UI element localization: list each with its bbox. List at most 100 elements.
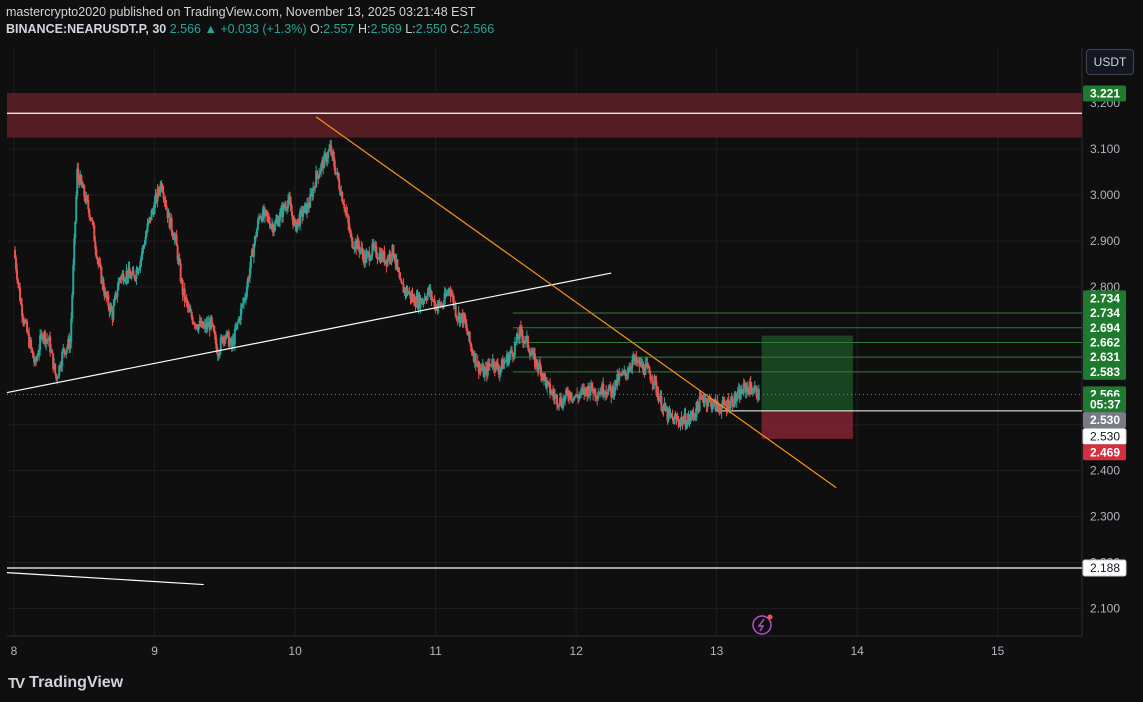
candle-body (16, 269, 19, 280)
candle-body (645, 363, 648, 365)
candle-body (481, 365, 484, 371)
candle-body (652, 383, 655, 385)
candle-body (415, 295, 418, 308)
candle-body (615, 380, 618, 386)
candle-body (31, 347, 34, 352)
candle-body (727, 399, 730, 410)
candle-body (34, 358, 37, 363)
candle-body (427, 287, 430, 293)
candle-body (577, 396, 580, 399)
candle-body (391, 244, 394, 259)
candle-body (692, 413, 695, 417)
candle-body (133, 275, 136, 279)
candle-body (349, 230, 352, 233)
candle-body (90, 218, 93, 221)
candle-body (302, 213, 305, 217)
candle-body (174, 234, 177, 237)
candle-body (403, 288, 406, 293)
candle-body (45, 338, 48, 344)
candle-body (36, 356, 39, 361)
candle-body (256, 220, 259, 230)
candle-body (263, 209, 266, 217)
candle-body (712, 400, 715, 407)
candle-body (422, 301, 425, 303)
candle-body (757, 388, 760, 401)
candle-body (180, 280, 183, 282)
candle-body (420, 298, 423, 304)
candle-body (463, 313, 466, 322)
candle-body (626, 373, 629, 377)
tradingview-footer: TV TradingView (8, 674, 123, 692)
candle-body (509, 349, 512, 354)
candle-body (512, 355, 515, 357)
candle-body (539, 366, 542, 377)
candle-body (602, 383, 605, 395)
candle-body (736, 391, 739, 399)
candle-body (208, 322, 211, 330)
candle-body (498, 370, 501, 375)
candle-body (238, 318, 241, 321)
candle-body (741, 393, 744, 395)
candle-body (398, 272, 401, 278)
price-label: 2.530 (1090, 413, 1120, 427)
candle-body (113, 298, 116, 306)
candle-body (339, 188, 342, 196)
candle-body (503, 361, 506, 363)
candle-body (514, 342, 517, 344)
candle-body (281, 208, 284, 217)
candle-body (695, 402, 698, 417)
candle-body (754, 386, 757, 388)
candle-body (642, 363, 645, 373)
candle-body (429, 291, 432, 295)
candle-body (689, 417, 692, 422)
candle-body (593, 388, 596, 394)
candle-body (322, 160, 325, 169)
candle-body (482, 365, 485, 378)
candle-body (553, 394, 556, 398)
candle-body (572, 398, 575, 400)
candle-body (521, 336, 524, 342)
candle-body (370, 255, 373, 260)
candle-body (611, 386, 614, 398)
candle-body (219, 337, 222, 352)
candle-body (230, 338, 233, 347)
candle-body (71, 294, 74, 319)
candle-body (56, 378, 59, 380)
currency-button[interactable]: USDT (1086, 49, 1134, 75)
candle-body (637, 359, 640, 362)
candle-body (624, 370, 627, 375)
candle-body (711, 406, 714, 410)
candle-body (335, 172, 338, 174)
candle-body (635, 356, 638, 363)
candle-body (49, 336, 52, 353)
candle-body (310, 192, 313, 195)
candle-body (434, 304, 437, 309)
candle-body (583, 388, 586, 395)
candle-body (186, 301, 189, 308)
candle-body (244, 296, 247, 299)
candle-body (667, 409, 670, 421)
candle-body (168, 212, 171, 228)
lower-trendline (6, 572, 204, 586)
candle-body (585, 387, 588, 391)
candle-body (724, 404, 727, 406)
candle-body (272, 230, 275, 233)
candle-body (616, 373, 619, 386)
candle-body (151, 210, 154, 212)
candle-body (96, 257, 99, 260)
candle-body (318, 174, 321, 179)
candle-body (751, 391, 754, 393)
price-label-box (1083, 363, 1126, 380)
candle-body (475, 365, 478, 367)
candle-body (44, 332, 47, 344)
candle-body (517, 338, 520, 340)
candle-body (669, 413, 672, 415)
candle-body (152, 210, 155, 215)
candle-body (266, 215, 269, 217)
candle-body (290, 203, 293, 212)
candle-body (630, 367, 633, 369)
candle-body (603, 394, 606, 396)
candle-body (681, 417, 684, 425)
price-label: 2.734 (1090, 291, 1120, 305)
